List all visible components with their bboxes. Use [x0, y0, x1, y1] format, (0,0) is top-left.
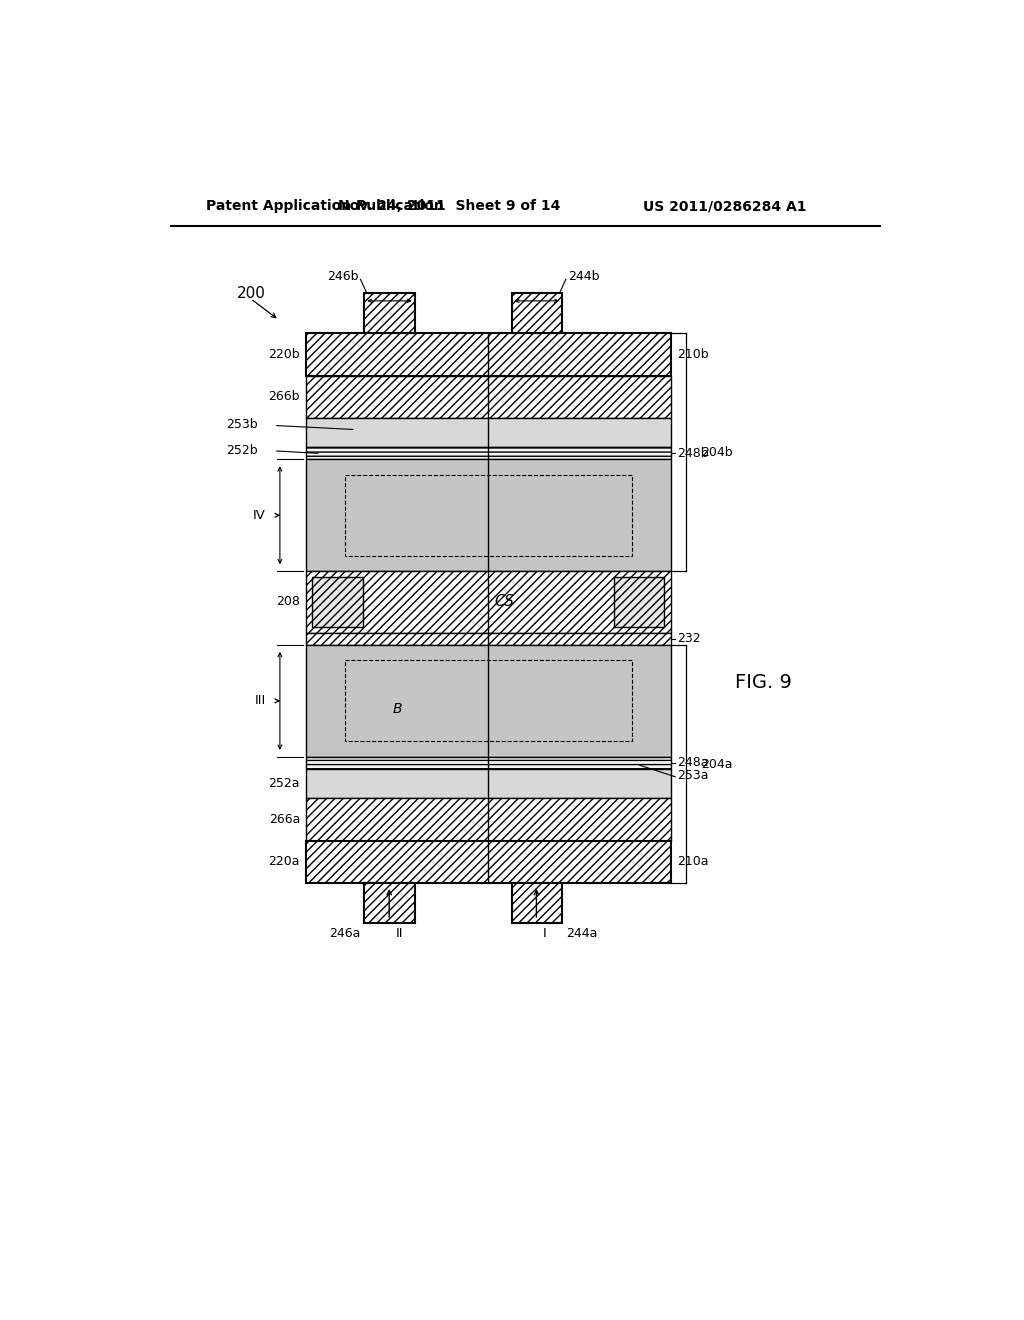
Bar [306, 447, 671, 459]
Bar [306, 632, 671, 645]
Text: 253b: 253b [226, 417, 258, 430]
Bar [306, 645, 671, 756]
Bar [306, 799, 671, 841]
Text: 208: 208 [276, 595, 300, 609]
Text: 232: 232 [677, 632, 700, 645]
Text: 244b: 244b [568, 269, 600, 282]
Bar [306, 418, 671, 447]
Text: FIG. 9: FIG. 9 [735, 672, 792, 692]
Text: 244a: 244a [566, 927, 597, 940]
Bar [306, 333, 671, 376]
Text: 252a: 252a [268, 777, 300, 791]
Bar [306, 841, 671, 883]
Bar [306, 572, 671, 632]
Text: 210b: 210b [677, 348, 709, 360]
Bar [306, 756, 671, 770]
Bar [306, 770, 671, 799]
Text: 246b: 246b [327, 269, 358, 282]
Text: 204b: 204b [701, 446, 733, 458]
Bar [512, 883, 562, 923]
Text: 204a: 204a [701, 758, 733, 771]
Text: 253a: 253a [677, 768, 709, 781]
Text: 246a: 246a [329, 927, 360, 940]
Bar [512, 293, 562, 333]
Text: 248b: 248b [677, 446, 709, 459]
Text: I: I [543, 927, 547, 940]
Text: III: III [255, 694, 266, 708]
Bar [614, 577, 665, 627]
Bar [345, 660, 632, 742]
Text: 220a: 220a [268, 855, 300, 869]
Text: II: II [395, 927, 402, 940]
Bar [306, 376, 671, 418]
Text: CS: CS [494, 594, 514, 610]
Bar [345, 475, 632, 556]
Text: IV: IV [253, 508, 266, 521]
Text: 210a: 210a [677, 855, 709, 869]
Text: 220b: 220b [268, 348, 300, 360]
Bar [365, 293, 415, 333]
Text: Patent Application Publication: Patent Application Publication [206, 199, 443, 213]
Text: Nov. 24, 2011  Sheet 9 of 14: Nov. 24, 2011 Sheet 9 of 14 [339, 199, 561, 213]
Text: 266b: 266b [268, 391, 300, 403]
Text: 252b: 252b [226, 445, 258, 458]
Text: 248a: 248a [677, 756, 709, 770]
Text: US 2011/0286284 A1: US 2011/0286284 A1 [643, 199, 807, 213]
Text: 266a: 266a [268, 813, 300, 826]
Bar [365, 883, 415, 923]
Bar [306, 459, 671, 572]
Text: 200: 200 [237, 285, 265, 301]
Text: B: B [392, 701, 401, 715]
Bar [312, 577, 362, 627]
